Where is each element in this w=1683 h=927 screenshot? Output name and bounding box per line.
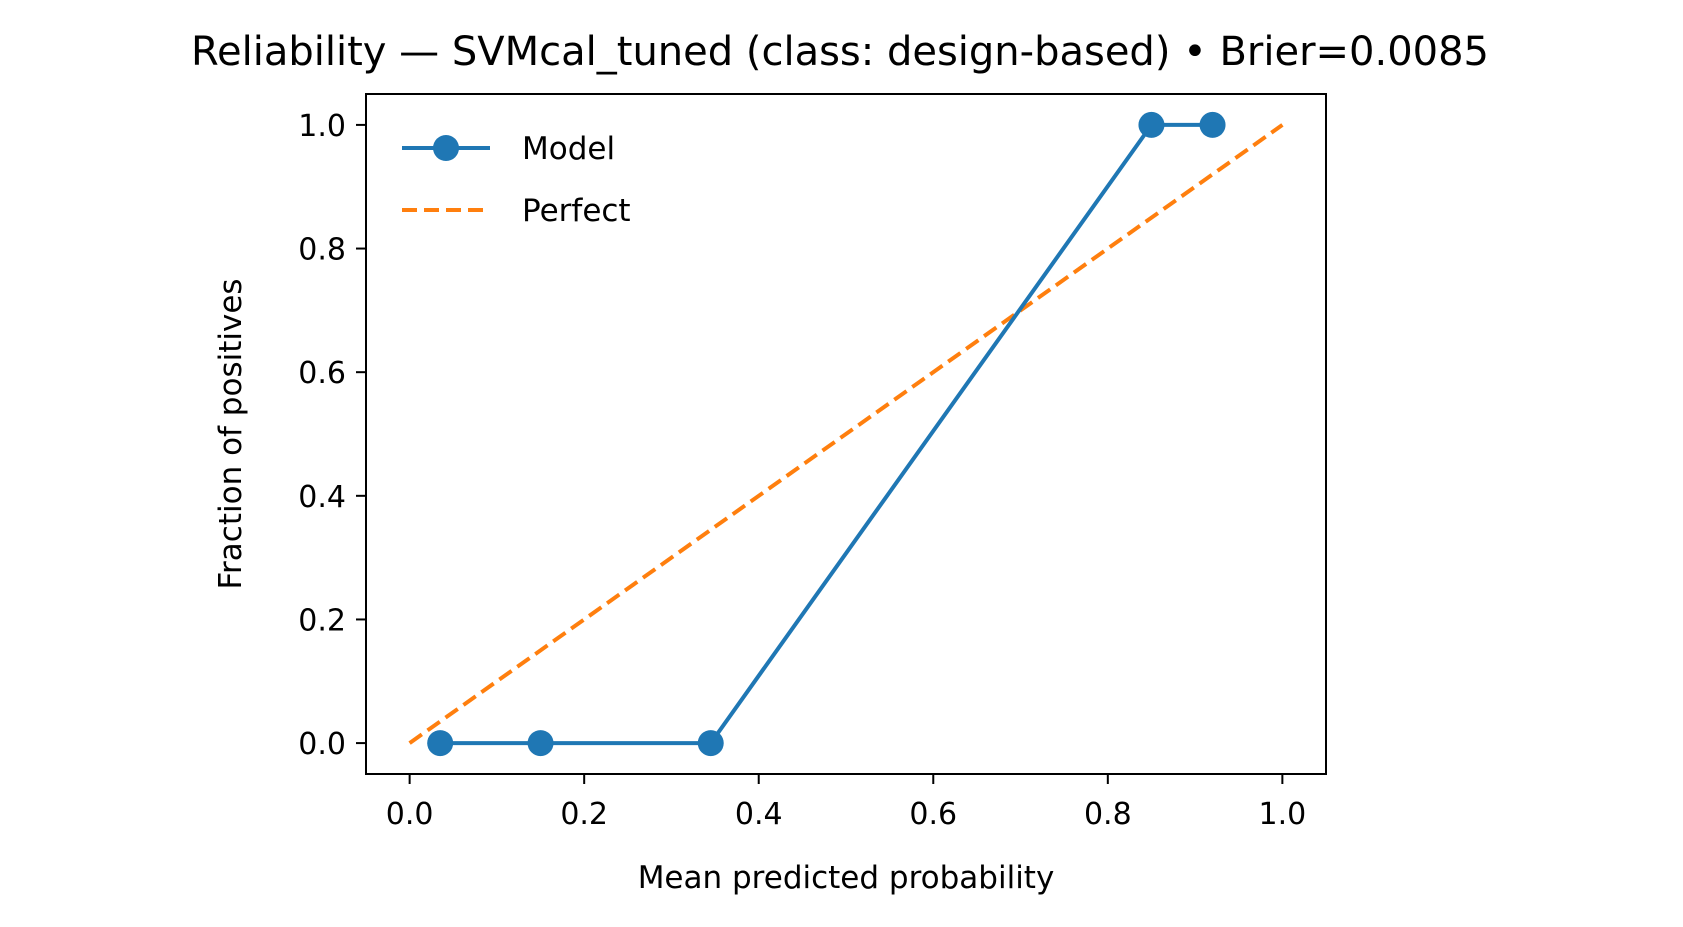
x-axis-label: Mean predicted probability (638, 860, 1055, 896)
chart-title: Reliability — SVMcal_tuned (class: desig… (191, 29, 1489, 75)
y-tick-label: 0.0 (298, 727, 346, 762)
data-point-model (527, 730, 554, 757)
legend: Model Perfect (402, 131, 631, 229)
x-tick-label: 0.4 (735, 797, 783, 832)
x-tick-label: 1.0 (1259, 797, 1307, 832)
y-tick-label: 1.0 (298, 109, 346, 144)
series-line-perfect (408, 123, 1284, 745)
data-point-model (697, 730, 724, 757)
x-tick-label: 0.0 (386, 797, 434, 832)
plot-area (408, 111, 1284, 757)
data-point-model (427, 730, 454, 757)
y-tick-label: 0.4 (298, 480, 346, 515)
legend-marker-model (433, 135, 459, 161)
data-point-model (1199, 111, 1226, 138)
y-axis-label: Fraction of positives (213, 278, 249, 589)
plot-frame (365, 93, 1327, 775)
x-tick-label: 0.2 (560, 797, 608, 832)
x-tick-label: 0.8 (1084, 797, 1132, 832)
y-tick-label: 0.2 (298, 603, 346, 638)
y-tick-label: 0.8 (298, 233, 346, 268)
data-point-model (1138, 111, 1165, 138)
legend-label-model: Model (522, 131, 615, 167)
x-axis: 0.0 0.2 0.4 0.6 0.8 1.0 (386, 774, 1306, 832)
legend-label-perfect: Perfect (522, 193, 631, 229)
x-tick-label: 0.6 (909, 797, 957, 832)
y-axis: 0.0 0.2 0.4 0.6 0.8 1.0 (298, 109, 366, 762)
y-tick-label: 0.6 (298, 356, 346, 391)
